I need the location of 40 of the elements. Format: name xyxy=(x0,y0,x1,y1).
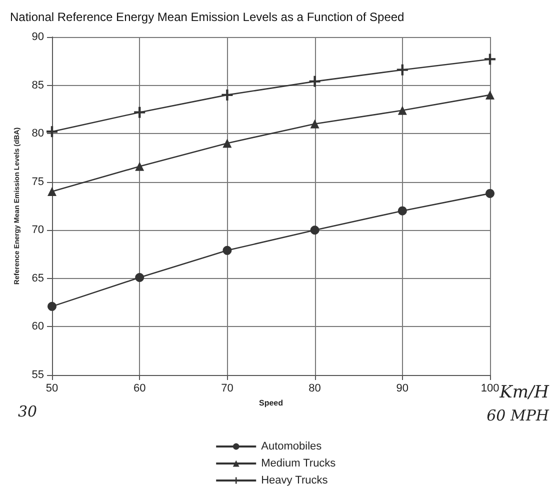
point xyxy=(398,106,407,115)
point xyxy=(46,126,58,138)
x-tick-label: 90 xyxy=(396,382,409,394)
y-tick-label: 65 xyxy=(32,272,44,284)
x-axis-title: Speed xyxy=(258,398,284,408)
x-tick-label: 50 xyxy=(46,382,58,394)
x-tick-label: 60 xyxy=(133,382,146,394)
y-tick-label: 55 xyxy=(32,369,44,381)
point xyxy=(486,90,494,100)
point xyxy=(309,76,320,87)
point xyxy=(135,272,144,282)
y-tick-label: 60 xyxy=(32,320,44,333)
point xyxy=(484,54,496,65)
point xyxy=(222,89,233,100)
point xyxy=(135,162,144,171)
text: 60 MPH xyxy=(486,406,550,424)
y-tick-label: 85 xyxy=(32,79,44,92)
x-tick-label: 100 xyxy=(480,382,500,394)
point xyxy=(398,206,407,216)
point xyxy=(222,246,232,255)
legend-label: Medium Trucks xyxy=(261,458,336,470)
text: 30 xyxy=(18,402,38,420)
x-tick-label: 70 xyxy=(221,382,234,394)
point xyxy=(310,226,320,235)
y-tick-label: 90 xyxy=(32,31,44,43)
chart-title: National Reference Energy Mean Emission Levels as a Function of Speed xyxy=(10,10,404,24)
legend-label: Automobiles xyxy=(261,440,322,452)
x-tick-label: 80 xyxy=(308,382,321,394)
point xyxy=(486,188,494,198)
point xyxy=(134,106,146,118)
point xyxy=(222,138,232,148)
text: Km/H xyxy=(498,382,550,402)
legend-label: Heavy Trucks xyxy=(261,474,328,486)
point xyxy=(310,119,320,128)
point xyxy=(396,64,408,76)
y-tick-label: 70 xyxy=(32,224,44,236)
y-tick-label: 75 xyxy=(32,176,44,188)
y-tick-label: 80 xyxy=(32,128,44,140)
point xyxy=(48,302,56,311)
point xyxy=(48,187,56,196)
